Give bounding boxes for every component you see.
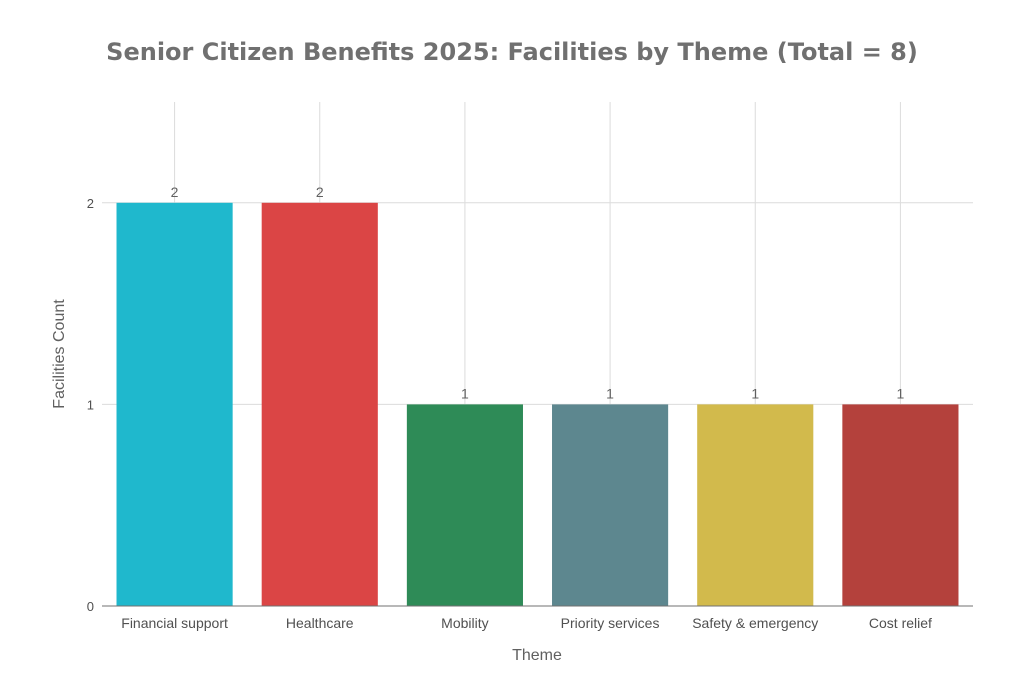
bar [842,404,959,606]
data-label: 2 [316,184,324,200]
bar [116,202,233,607]
bar [406,404,523,606]
data-label: 1 [606,385,614,401]
data-label: 2 [171,184,179,200]
y-tick-label: 1 [87,397,94,412]
data-label: 1 [897,385,905,401]
bar [261,202,378,607]
y-tick-label: 2 [87,196,94,211]
x-tick-label: Cost relief [869,615,932,631]
bar [697,404,814,606]
x-tick-label: Healthcare [286,615,354,631]
y-tick-label: 0 [87,599,94,614]
x-tick-label: Priority services [561,615,660,631]
bar [552,404,669,606]
chart-title: Senior Citizen Benefits 2025: Facilities… [106,38,918,66]
x-axis-title: Theme [512,647,562,664]
label-layer: 0 1 2 2 Financial support 2 Healthcare 1 Mobilit… [87,184,932,631]
data-label: 1 [751,385,759,401]
x-tick-label: Safety & emergency [692,615,818,631]
data-label: 1 [461,385,469,401]
grid-layer [102,102,973,606]
x-tick-label: Mobility [441,615,488,631]
x-tick-label: Financial support [121,615,228,631]
y-axis-title: Facilities Count [51,299,68,409]
bar-layer [116,202,959,607]
